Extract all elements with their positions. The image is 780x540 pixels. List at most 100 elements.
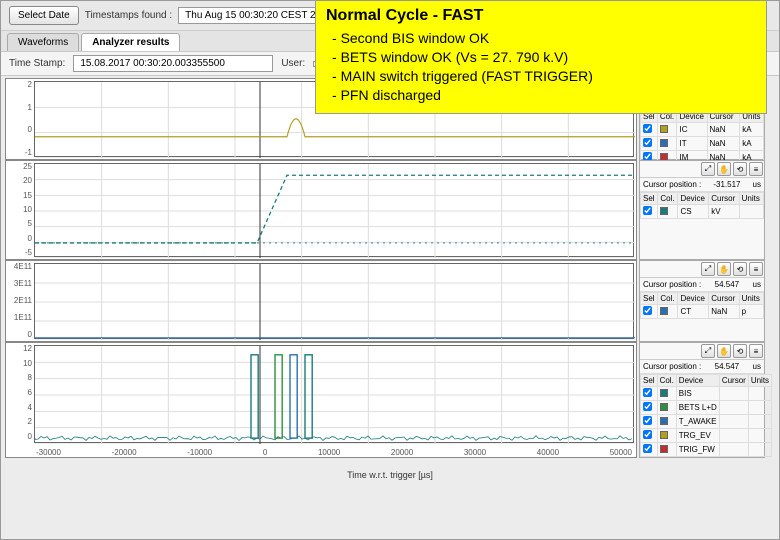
overlay-item: Second BIS window OK bbox=[332, 29, 756, 48]
cursor-value bbox=[719, 429, 748, 443]
user-label: User: bbox=[281, 58, 305, 69]
series-checkbox[interactable] bbox=[643, 206, 652, 215]
menu-icon[interactable]: ≡ bbox=[749, 262, 763, 276]
legend-header: Cursor bbox=[709, 193, 739, 205]
units bbox=[748, 415, 771, 429]
y-axis-labels: 210-1 bbox=[8, 79, 32, 159]
zoom-icon[interactable]: ⤢ bbox=[701, 344, 715, 358]
plot[interactable]: 2520151050-5 bbox=[5, 160, 637, 260]
cursor-value bbox=[719, 387, 748, 401]
units bbox=[739, 205, 763, 219]
legend-row[interactable]: CT NaN p bbox=[641, 305, 764, 319]
legend-panel: ⤢ ✋ ⟲ ≡ Cursor position :54.547us SelCol… bbox=[639, 260, 765, 342]
cursor-pos-label: Cursor position : bbox=[643, 280, 701, 289]
units: kA bbox=[740, 123, 764, 137]
legend-row[interactable]: T_AWAKE bbox=[641, 415, 772, 429]
cursor-pos-value: 54.547 bbox=[715, 280, 739, 289]
device-name: TRIG_FW bbox=[676, 443, 719, 457]
plot-area bbox=[34, 163, 634, 257]
hand-icon[interactable]: ✋ bbox=[717, 344, 731, 358]
color-chip bbox=[660, 417, 668, 425]
tab-analyzer[interactable]: Analyzer results bbox=[81, 33, 180, 51]
series-checkbox[interactable] bbox=[643, 402, 652, 411]
legend-panel: ⤢ ✋ ⟲ ≡ Cursor position :54.547us SelCol… bbox=[639, 342, 765, 458]
units bbox=[748, 401, 771, 415]
menu-icon[interactable]: ≡ bbox=[749, 344, 763, 358]
reset-icon[interactable]: ⟲ bbox=[733, 162, 747, 176]
plot-area bbox=[34, 345, 634, 443]
series-checkbox[interactable] bbox=[643, 138, 652, 147]
legend-row[interactable]: BETS L+D bbox=[641, 401, 772, 415]
series-checkbox[interactable] bbox=[643, 444, 652, 453]
plot[interactable]: 4E113E112E111E110 bbox=[5, 260, 637, 342]
legend-row[interactable]: BIS bbox=[641, 387, 772, 401]
y-axis-labels: 4E113E112E111E110 bbox=[8, 261, 32, 341]
color-chip bbox=[660, 125, 668, 133]
series-checkbox[interactable] bbox=[643, 388, 652, 397]
legend-panel: ⤢ ✋ ⟲ ≡ Cursor position :-31.517us SelCo… bbox=[639, 160, 765, 260]
legend-header: Sel bbox=[641, 293, 658, 305]
legend-header: Device bbox=[678, 193, 709, 205]
legend-table: SelCol.DeviceCursorUnits CT NaN p bbox=[640, 292, 764, 319]
color-chip bbox=[660, 307, 668, 315]
overlay-list: Second BIS window OKBETS window OK (Vs =… bbox=[326, 29, 756, 105]
chart-row: 121086420-30000-20000-100000100002000030… bbox=[5, 342, 775, 458]
legend-row[interactable]: TRG_EV bbox=[641, 429, 772, 443]
reset-icon[interactable]: ⟲ bbox=[733, 262, 747, 276]
legend-header: Units bbox=[748, 375, 771, 387]
cursor-value: kV bbox=[709, 205, 739, 219]
device-name: CT bbox=[678, 305, 709, 319]
units bbox=[748, 443, 771, 457]
timestamp-sub-field[interactable]: 15.08.2017 00:30:20.003355500 bbox=[73, 55, 273, 72]
menu-icon[interactable]: ≡ bbox=[749, 162, 763, 176]
units bbox=[748, 387, 771, 401]
charts-area: 210-1 ⤢ ✋ ⟲ ≡ Cursor position :54.547us … bbox=[1, 76, 779, 460]
overlay-item: MAIN switch triggered (FAST TRIGGER) bbox=[332, 67, 756, 86]
legend-row[interactable]: IC NaN kA bbox=[641, 123, 764, 137]
legend-header: Sel bbox=[641, 375, 658, 387]
device-name: T_AWAKE bbox=[676, 415, 719, 429]
color-chip bbox=[660, 139, 668, 147]
series-checkbox[interactable] bbox=[643, 416, 652, 425]
y-axis-labels: 121086420 bbox=[8, 343, 32, 443]
color-chip bbox=[660, 431, 668, 439]
select-date-button[interactable]: Select Date bbox=[9, 6, 79, 25]
device-name: BETS L+D bbox=[676, 401, 719, 415]
xaxis-title: Time w.r.t. trigger [µs] bbox=[1, 460, 779, 480]
chart-row: 4E113E112E111E110 ⤢ ✋ ⟲ ≡ Cursor positio… bbox=[5, 260, 775, 342]
legend-row[interactable]: CS kV bbox=[641, 205, 764, 219]
hand-icon[interactable]: ✋ bbox=[717, 262, 731, 276]
legend-header: Device bbox=[676, 375, 719, 387]
timestamps-label: Timestamps found : bbox=[85, 10, 172, 21]
cursor-pos-unit: us bbox=[753, 362, 761, 371]
units: kA bbox=[740, 137, 764, 151]
cursor-value: NaN bbox=[709, 305, 739, 319]
legend-header: Sel bbox=[641, 193, 658, 205]
legend-table: SelCol.DeviceCursorUnits BIS BETS L+D T_… bbox=[640, 374, 772, 457]
zoom-icon[interactable]: ⤢ bbox=[701, 262, 715, 276]
series-checkbox[interactable] bbox=[643, 124, 652, 133]
device-name: IT bbox=[677, 137, 707, 151]
timestamp-sub-label: Time Stamp: bbox=[9, 58, 65, 69]
tab-waveforms[interactable]: Waveforms bbox=[7, 33, 79, 51]
legend-row[interactable]: IT NaN kA bbox=[641, 137, 764, 151]
x-axis-labels: -30000-20000-100000100002000030000400005… bbox=[34, 448, 634, 457]
device-name: TRG_EV bbox=[676, 429, 719, 443]
device-name: IC bbox=[677, 123, 707, 137]
legend-row[interactable]: TRIG_FW bbox=[641, 443, 772, 457]
series-checkbox[interactable] bbox=[643, 306, 652, 315]
reset-icon[interactable]: ⟲ bbox=[733, 344, 747, 358]
cursor-value bbox=[719, 415, 748, 429]
cursor-value: NaN bbox=[707, 123, 740, 137]
cursor-value: NaN bbox=[707, 137, 740, 151]
series-checkbox[interactable] bbox=[643, 430, 652, 439]
device-name: CS bbox=[678, 205, 709, 219]
legend-header: Device bbox=[678, 293, 709, 305]
color-chip bbox=[660, 389, 668, 397]
device-name: BIS bbox=[676, 387, 719, 401]
zoom-icon[interactable]: ⤢ bbox=[701, 162, 715, 176]
plot[interactable]: 121086420-30000-20000-100000100002000030… bbox=[5, 342, 637, 458]
legend-header: Cursor bbox=[719, 375, 748, 387]
cursor-pos-label: Cursor position : bbox=[643, 180, 701, 189]
hand-icon[interactable]: ✋ bbox=[717, 162, 731, 176]
